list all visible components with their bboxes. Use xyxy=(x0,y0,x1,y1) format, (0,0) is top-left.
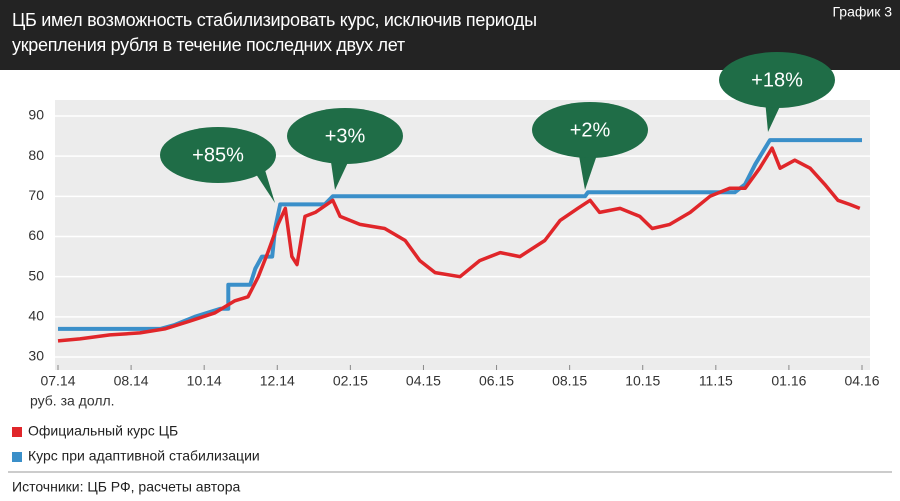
y-tick-label: 50 xyxy=(28,267,44,283)
x-tick-label: 08.14 xyxy=(114,373,149,389)
annotation: +3% xyxy=(325,125,366,147)
annotation: +18% xyxy=(751,69,803,91)
chart-title: ЦБ имел возможность стабилизировать курс… xyxy=(12,10,537,55)
legend-swatch xyxy=(12,427,22,437)
x-tick-label: 08.15 xyxy=(552,373,587,389)
y-tick-label: 30 xyxy=(28,348,44,364)
legend-swatch xyxy=(12,452,22,462)
legend-label: Курс при адаптивной стабилизации xyxy=(28,448,260,464)
annotations: +85% +3% +2% +18% xyxy=(160,52,835,203)
source: Источники: ЦБ РФ, расчеты автора xyxy=(12,479,241,495)
x-tick-label: 01.16 xyxy=(771,373,806,389)
chart-label: График 3 xyxy=(832,4,892,20)
annotation-bubble xyxy=(287,108,403,164)
y-tick-label: 80 xyxy=(28,147,44,163)
annotation-bubble xyxy=(532,102,648,158)
y-axis-label: руб. за долл. xyxy=(30,393,115,409)
y-tick-label: 60 xyxy=(28,227,44,243)
x-tick-label: 07.14 xyxy=(40,373,75,389)
x-tick-label: 04.16 xyxy=(844,373,879,389)
x-tick-label: 10.15 xyxy=(625,373,660,389)
annotation-bubble xyxy=(160,127,276,183)
annotation-pointer xyxy=(765,100,782,132)
annotation: +2% xyxy=(570,119,611,141)
y-tick-label: 90 xyxy=(28,107,44,123)
x-tick-label: 10.14 xyxy=(187,373,222,389)
y-tick-label: 40 xyxy=(28,308,44,324)
title-box: ЦБ имел возможность стабилизировать курс… xyxy=(12,10,537,55)
x-tick-label: 04.15 xyxy=(406,373,441,389)
x-tick-label: 06.15 xyxy=(479,373,514,389)
legend-label: Официальный курс ЦБ xyxy=(28,423,178,439)
annotation: +85% xyxy=(192,144,244,166)
annotation-bubble xyxy=(719,52,835,108)
x-tick-label: 12.14 xyxy=(260,373,295,389)
x-tick-label: 11.15 xyxy=(699,373,733,389)
annotation-pointer xyxy=(578,150,598,190)
x-tick-label: 02.15 xyxy=(333,373,368,389)
y-tick-label: 70 xyxy=(28,187,44,203)
series-line xyxy=(57,146,861,343)
